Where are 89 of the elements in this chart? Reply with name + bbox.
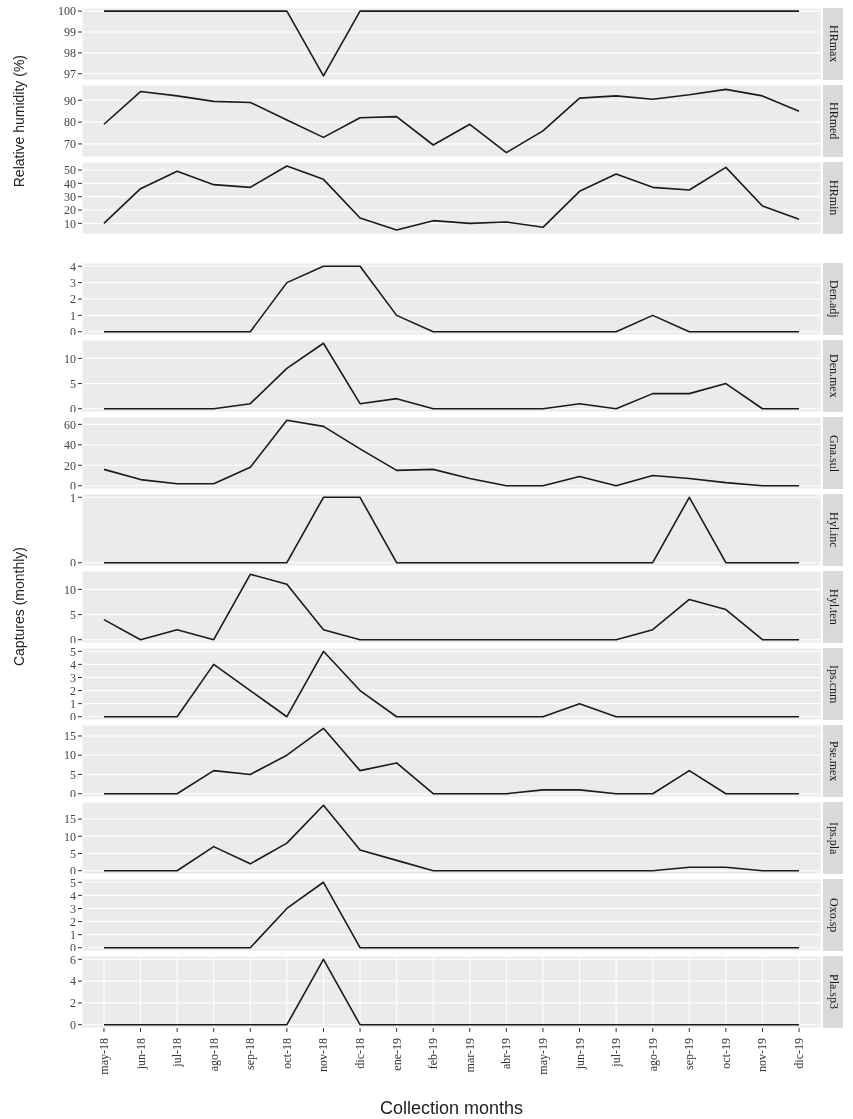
y-tick-label: 40 (64, 176, 76, 191)
y-tick-label: 1 (70, 308, 76, 323)
y-tick-label: 3 (70, 901, 76, 916)
y-tick-label: 1 (70, 927, 76, 942)
x-tick-label: oct-19 (718, 1038, 733, 1069)
x-tick-label: dic-18 (353, 1038, 368, 1069)
y-tick-label: 2 (70, 996, 76, 1011)
text: HRmed (825, 102, 841, 140)
y-tick-label: 30 (64, 189, 76, 204)
y-tick-label: 4 (70, 657, 76, 672)
y-tick-label: 6 (70, 952, 76, 967)
y-tick-label: 20 (64, 203, 76, 218)
text: Gna.sul (825, 434, 841, 472)
line-series (103, 165, 800, 231)
y-tick-label: 5 (70, 767, 76, 782)
x-tick-label: abr-19 (499, 1038, 514, 1070)
y-tick-label: 10 (64, 748, 76, 763)
y-tick-label: 2 (70, 292, 76, 307)
line-series (103, 650, 800, 718)
x-tick-label: feb-19 (426, 1038, 441, 1070)
y-tick-label: 0 (70, 1017, 76, 1032)
x-tick-label: sep-19 (682, 1038, 697, 1070)
y-tick-label: 100 (58, 4, 76, 19)
y-tick-label: 20 (64, 458, 76, 473)
text: HRmin (825, 180, 841, 216)
x-tick-label: nov-18 (316, 1038, 331, 1072)
y-tick-label: 3 (70, 275, 76, 290)
y-tick-label: 90 (64, 93, 76, 108)
y-tick-label: 10 (64, 582, 76, 597)
x-tick-label: mar-19 (462, 1038, 477, 1073)
x-axis-title: Collection months (378, 1098, 525, 1119)
y-tick-label: 40 (64, 438, 76, 453)
y-tick-label: 10 (64, 351, 76, 366)
y-tick-label: 99 (64, 25, 76, 40)
y-tick-label: 10 (64, 829, 76, 844)
line-series (103, 265, 800, 333)
line-series (103, 419, 800, 487)
y-tick-label: 5 (70, 644, 76, 659)
y-tick-label: 5 (70, 607, 76, 622)
line-series (103, 88, 800, 154)
text: Den.mex (825, 354, 841, 398)
x-tick-label: ago-18 (206, 1038, 221, 1072)
text: Hyl.inc (825, 512, 841, 548)
y-tick-label: 4 (70, 259, 76, 274)
y-tick-label: 15 (64, 729, 76, 744)
y-tick-label: 5 (70, 875, 76, 890)
x-tick-label: dic-19 (792, 1038, 807, 1069)
x-tick-label: may-19 (535, 1038, 550, 1075)
x-tick-label: jun-19 (572, 1038, 587, 1071)
y-tick-label: 97 (64, 67, 76, 81)
y-tick-label: 98 (64, 46, 76, 61)
y-tick-label: 5 (70, 846, 76, 861)
line-series (103, 342, 800, 410)
y-tick-label: 5 (70, 376, 76, 391)
y-tick-label: 80 (64, 115, 76, 130)
x-tick-label: oct-18 (279, 1038, 294, 1069)
x-tick-label: ago-19 (645, 1038, 660, 1072)
x-tick-label: jul-19 (609, 1038, 624, 1068)
y-tick-label: 3 (70, 670, 76, 685)
y-tick-label: 1 (70, 696, 76, 711)
y-tick-label: 1 (70, 490, 76, 505)
line-series (103, 727, 800, 795)
x-tick-label: ene-19 (389, 1038, 404, 1071)
y-tick-label: 70 (64, 137, 76, 152)
y-tick-label: 2 (70, 914, 76, 929)
y-axis-title: Captures (monthly) (11, 547, 27, 667)
y-tick-label: 4 (70, 974, 76, 989)
text: Ips.cnm (825, 664, 841, 704)
x-tick-label: jul-18 (170, 1038, 185, 1068)
text: Den.adj (825, 280, 841, 318)
text: Pse.mex (825, 740, 841, 782)
text: Pla.sp3 (825, 974, 841, 1010)
text: HRmax (825, 25, 841, 63)
text: Oxo.sp (825, 897, 841, 933)
x-tick-label: nov-19 (755, 1038, 770, 1072)
y-tick-label: 60 (64, 417, 76, 432)
y-tick-label: 15 (64, 812, 76, 827)
x-tick-label: may-18 (96, 1038, 111, 1075)
x-tick-label: jun-18 (133, 1038, 148, 1071)
y-tick-label: 4 (70, 888, 76, 903)
text: Hyl.ten (825, 589, 841, 625)
y-tick-label: 10 (64, 216, 76, 231)
line-series (103, 573, 800, 641)
line-series (103, 804, 800, 872)
text: Ips.pla (825, 821, 841, 855)
x-tick-label: sep-18 (243, 1038, 258, 1070)
y-tick-label: 50 (64, 163, 76, 178)
y-tick-label: 2 (70, 683, 76, 698)
y-axis-title: Relative humidity (%) (11, 54, 27, 188)
